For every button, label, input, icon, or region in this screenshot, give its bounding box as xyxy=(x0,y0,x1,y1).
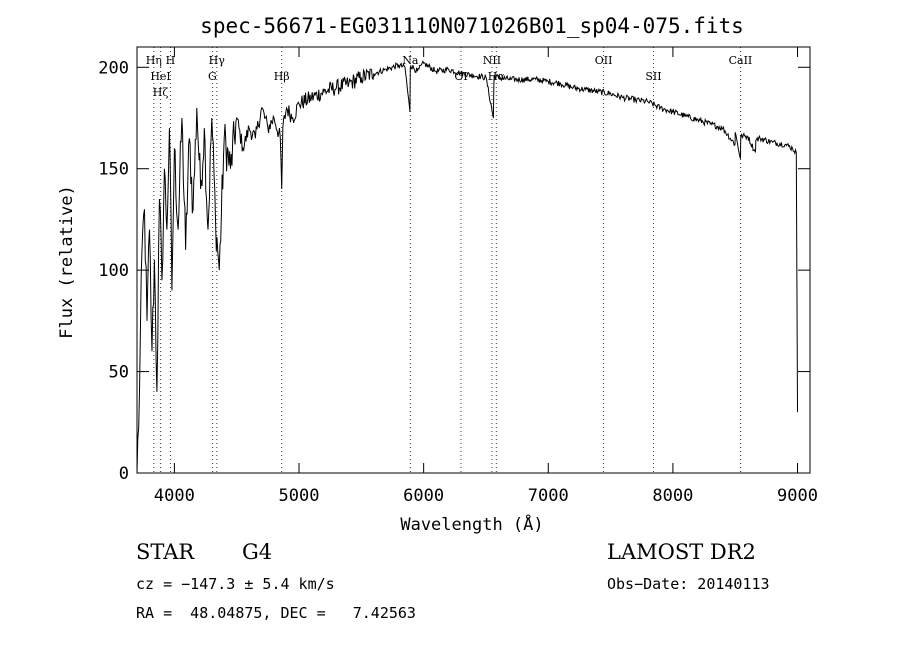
line-marker-label: OII xyxy=(595,54,613,67)
x-tick-label: 5000 xyxy=(279,486,320,506)
y-tick-label: 200 xyxy=(98,58,129,78)
chart-title: spec-56671-EG031110N071026B01_sp04-075.f… xyxy=(200,14,744,38)
object-subclass: G4 xyxy=(242,540,273,564)
x-tick-label: 4000 xyxy=(154,486,195,506)
line-marker-label: NII xyxy=(483,54,501,67)
line-marker-label: H xyxy=(166,54,176,67)
y-axis-label: Flux (relative) xyxy=(57,185,77,339)
line-marker-label: HeI xyxy=(150,70,170,83)
redshift-cz: cz = −147.3 ± 5.4 km/s xyxy=(136,575,335,593)
y-tick-label: 0 xyxy=(119,464,129,484)
line-marker-label: Hγ xyxy=(209,54,226,67)
y-tick-label: 100 xyxy=(98,261,129,281)
observation-date: Obs−Date: 20140113 xyxy=(607,575,770,593)
spectrum-line xyxy=(136,59,798,474)
x-tick-label: 9000 xyxy=(777,486,818,506)
line-marker-label: Hβ xyxy=(274,70,290,83)
object-class: STAR xyxy=(136,540,195,564)
x-ticks: 4000 5000 6000 7000 8000 9000 xyxy=(154,47,818,506)
x-axis-label: Wavelength (Å) xyxy=(400,513,543,535)
y-tick-label: 50 xyxy=(109,363,129,383)
line-marker-label: G xyxy=(208,70,217,83)
line-marker-label: SII xyxy=(645,70,661,83)
x-tick-label: 7000 xyxy=(528,486,569,506)
survey-name: LAMOST DR2 xyxy=(607,540,756,564)
plot-frame xyxy=(136,46,811,474)
line-marker-label: Hζ xyxy=(153,86,169,99)
line-marker-label: Hη xyxy=(146,54,162,67)
y-tick-label: 150 xyxy=(98,160,129,180)
line-marker-label: CaII xyxy=(729,54,753,67)
coordinates: RA = 48.04875, DEC = 7.42563 xyxy=(136,604,416,622)
x-tick-label: 6000 xyxy=(403,486,444,506)
line-marker-label: Na xyxy=(402,54,419,67)
x-tick-label: 8000 xyxy=(652,486,693,506)
